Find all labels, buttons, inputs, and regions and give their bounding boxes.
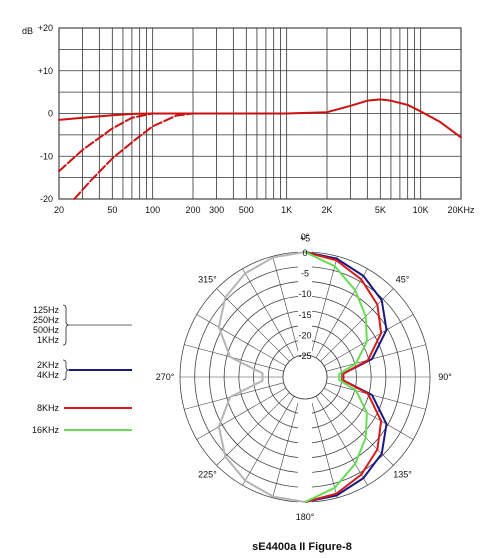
- radial-tick-label: -20: [298, 330, 311, 340]
- polar-spoke: [196, 314, 287, 367]
- polar-spoke: [272, 256, 300, 356]
- polar-spoke: [315, 395, 368, 486]
- y-tick-label: -10: [40, 151, 53, 161]
- polar-spoke: [242, 395, 295, 486]
- polar-curves: [217, 251, 388, 503]
- angle-label: 180°: [296, 512, 315, 522]
- polar-spoke: [323, 314, 414, 367]
- y-tick-label: +10: [38, 66, 53, 76]
- legend-label: 250Hz: [33, 315, 60, 325]
- polar-spoke: [242, 268, 295, 359]
- polar-curve-1: [217, 251, 306, 503]
- y-tick-label: +20: [38, 23, 53, 33]
- legend-label: 8KHz: [37, 403, 60, 413]
- legend-label: 500Hz: [33, 325, 60, 335]
- x-tick-label: 5K: [375, 205, 386, 215]
- legend-label: 16KHz: [32, 425, 60, 435]
- y-tick-label: 0: [48, 109, 53, 119]
- x-tick-label: 1K: [281, 205, 292, 215]
- polar-labels: +5 0 -5 -10 -15 -20 -25 0° 45° 90° 135° 180° 225° 270…: [156, 232, 453, 522]
- x-tick-label: 20: [54, 205, 64, 215]
- radial-tick-label: -25: [298, 351, 311, 361]
- polar-spoke: [326, 344, 426, 372]
- radial-tick-label: -10: [298, 289, 311, 299]
- polar-spoke: [320, 288, 394, 362]
- legend-label: 4KHz: [37, 370, 60, 380]
- polar-spoke: [216, 288, 290, 362]
- angle-label: 225°: [198, 470, 217, 480]
- x-tick-label: 2K: [321, 205, 332, 215]
- legend-brace: [62, 304, 70, 346]
- polar-curve-4: [304, 251, 368, 503]
- angle-label: 45°: [396, 274, 410, 284]
- polar-spoke: [196, 387, 287, 440]
- frequency-curves: [58, 98, 462, 200]
- figure-caption: sE4400a II Figure-8: [252, 541, 352, 553]
- polar-grid: [179, 250, 431, 504]
- x-tick-label: 200: [185, 205, 200, 215]
- polar-curve-3: [304, 251, 383, 503]
- polar-center: [282, 354, 328, 400]
- polar-spoke: [310, 256, 338, 356]
- polar-spoke: [326, 382, 426, 410]
- angle-label: 135°: [393, 470, 412, 480]
- x-tick-label: 500: [239, 205, 254, 215]
- frequency-tick-labels: 20 50 100 200 300 500 1K 2K 5K 10K 20KHz +20 +10 0 -10…: [38, 23, 475, 215]
- radial-tick-label: 0: [302, 248, 307, 258]
- polar-pattern-chart: +5 0 -5 -10 -15 -20 -25 0° 45° 90° 135° 180° 225° 270…: [32, 232, 452, 553]
- legend-label: 2KHz: [37, 360, 60, 370]
- x-tick-label: 10K: [413, 205, 429, 215]
- polar-spoke: [323, 387, 414, 440]
- polar-spoke: [315, 268, 368, 359]
- legend-brace: [62, 359, 70, 381]
- angle-label: 90°: [438, 372, 452, 382]
- angle-label: 0°: [301, 232, 310, 242]
- response-curve-3: [73, 112, 194, 200]
- polar-spoke: [310, 398, 338, 498]
- angle-label: 315°: [198, 274, 217, 284]
- y-unit-label: dB: [22, 26, 33, 36]
- polar-spoke: [216, 392, 290, 466]
- frequency-response-chart: 20 50 100 200 300 500 1K 2K 5K 10K 20KHz +20 +10 0 -10…: [22, 23, 475, 215]
- y-tick-label: -20: [40, 194, 53, 204]
- x-tick-label: 20KHz: [447, 205, 475, 215]
- legend-label: 1KHz: [37, 335, 60, 345]
- x-tick-label: 100: [145, 205, 160, 215]
- angle-label: 270°: [156, 372, 175, 382]
- response-curve-2: [58, 112, 194, 173]
- polar-spoke: [272, 398, 300, 498]
- radial-tick-label: +5: [300, 233, 310, 243]
- radial-tick-label: -5: [301, 269, 309, 279]
- legend-label: 125Hz: [33, 305, 60, 315]
- x-tick-label: 300: [209, 205, 224, 215]
- polar-spoke: [320, 392, 394, 466]
- x-tick-label: 50: [107, 205, 117, 215]
- radial-tick-label: -15: [298, 310, 311, 320]
- response-curve-1: [58, 98, 462, 139]
